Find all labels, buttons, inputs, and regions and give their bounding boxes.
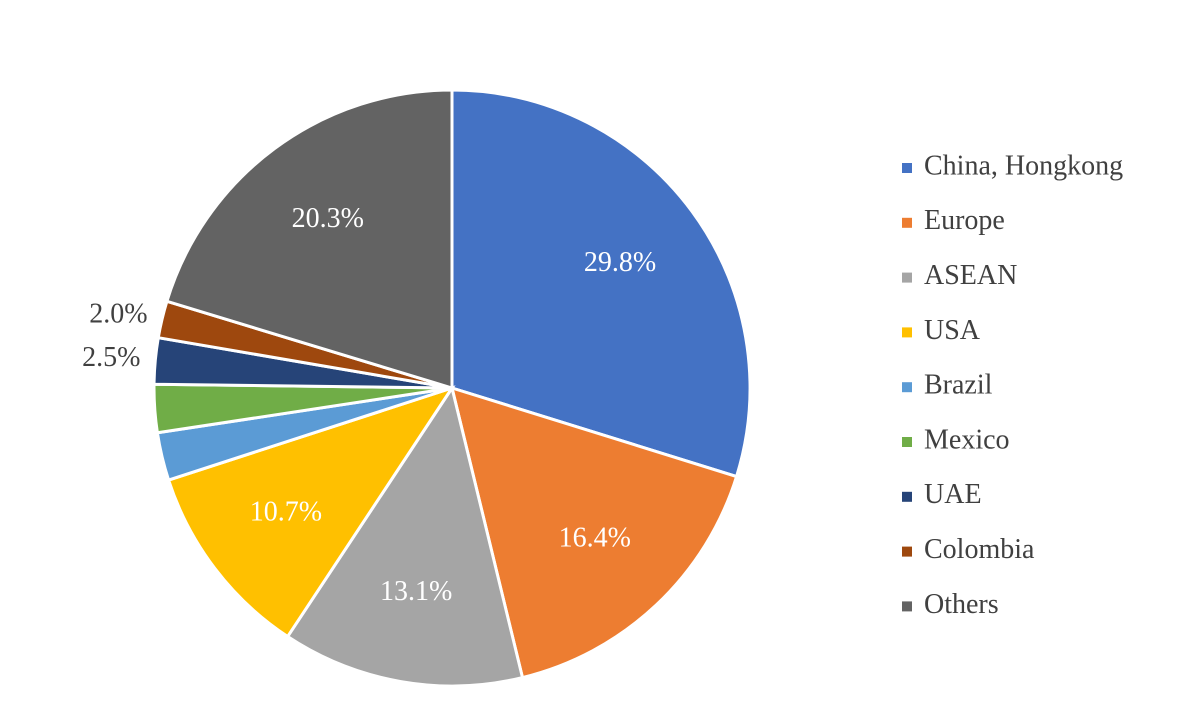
legend-swatch: [902, 437, 912, 447]
data-label: 13.1%: [380, 576, 452, 607]
legend-swatch: [902, 491, 912, 502]
legend-swatch: [902, 272, 912, 283]
pie-slice: [166, 385, 456, 639]
legend-label: China, Hongkong: [924, 150, 1123, 181]
legend-swatch: [902, 327, 912, 338]
pie-slice: [449, 385, 739, 680]
pie-slice: [165, 88, 454, 391]
legend-label: USA: [924, 315, 981, 346]
legend-swatch: [902, 601, 912, 612]
pie-slice: [285, 384, 525, 688]
legend-label: UAE: [924, 479, 982, 510]
data-label: 20.3%: [292, 203, 364, 234]
data-label: 29.8%: [584, 247, 656, 278]
legend-label: Mexico: [924, 424, 1010, 455]
legend-swatch: [902, 163, 912, 173]
legend-swatch: [902, 546, 912, 557]
data-label: 10.7%: [250, 497, 322, 528]
data-label: 2.0%: [89, 298, 147, 329]
legend-label: Brazil: [924, 370, 993, 401]
legend-swatch: [902, 382, 912, 393]
pie-slice: [450, 88, 752, 479]
legend-label: Europe: [924, 205, 1005, 236]
legend-label: Others: [924, 589, 999, 620]
legend-label: ASEAN: [924, 260, 1017, 291]
data-label: 2.5%: [82, 342, 140, 373]
legend-swatch: [902, 217, 912, 228]
legend-label: Colombia: [924, 534, 1035, 565]
data-label: 16.4%: [559, 522, 631, 553]
